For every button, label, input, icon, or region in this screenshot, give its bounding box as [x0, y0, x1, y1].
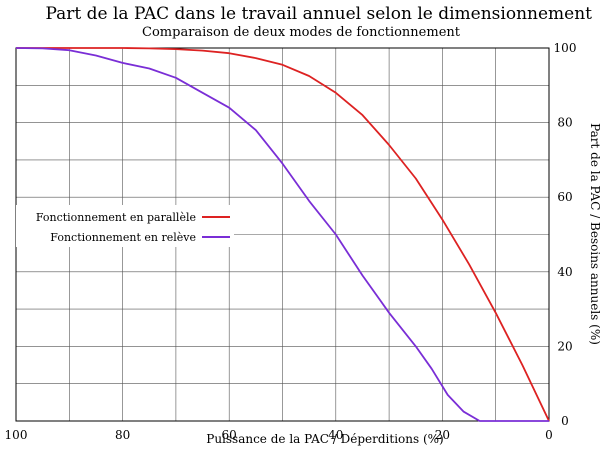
legend-box [16, 205, 234, 247]
x-tick-label: 0 [545, 428, 553, 442]
y-tick-label: 20 [557, 339, 572, 353]
series-line-2 [15, 47, 549, 422]
chart-subtitle: Comparaison de deux modes de fonctionnem… [142, 25, 461, 40]
x-axis-label: Puissance de la PAC / Déperditions (%) [206, 432, 444, 446]
x-tick-label: 60 [222, 428, 237, 442]
x-tick-label: 20 [435, 428, 450, 442]
y-tick-label: 80 [557, 116, 572, 130]
y-axis-label: Part de la PAC / Besoins annuels (%) [588, 123, 600, 345]
x-tick-label: 80 [115, 428, 130, 442]
y-tick-label: 100 [554, 41, 577, 55]
series-lines [15, 47, 550, 422]
x-tick-label: 100 [5, 428, 28, 442]
y-tick-label: 0 [561, 414, 569, 428]
series-line-1 [16, 47, 550, 422]
axis-ticks: 0 20 40 60 80 100 0 20 40 60 80 100 [5, 41, 577, 442]
legend-label: Fonctionnement en relève [50, 231, 196, 244]
chart-title: Part de la PAC dans le travail annuel se… [45, 4, 592, 24]
grid [16, 48, 549, 421]
y-tick-label: 60 [557, 190, 572, 204]
x-tick-label: 40 [328, 428, 343, 442]
y-tick-label: 40 [557, 265, 572, 279]
legend: Fonctionnement en parallèle Fonctionnemen… [16, 205, 234, 247]
legend-label: Fonctionnement en parallèle [36, 211, 196, 224]
